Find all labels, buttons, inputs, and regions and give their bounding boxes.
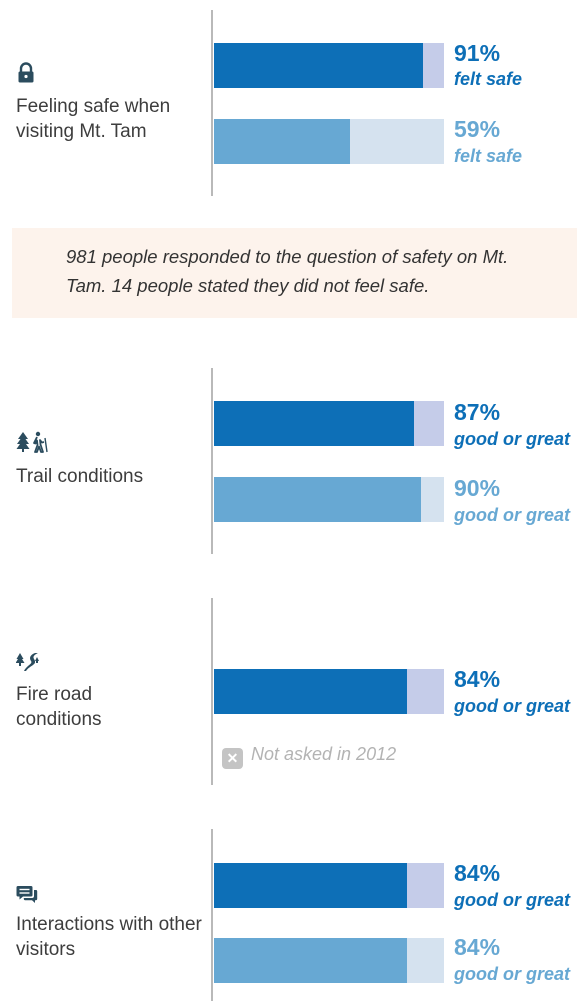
bar-track	[214, 863, 444, 908]
bar-percent-label: 84%	[454, 666, 501, 692]
axis-line	[211, 829, 213, 1001]
safety-note: 981 people responded to the question of …	[12, 228, 577, 318]
bar-previous	[214, 938, 407, 983]
hiker-tree-icon	[16, 431, 50, 453]
bar-percent-label: 84%	[454, 860, 501, 886]
bar-previous	[214, 477, 421, 522]
not-asked-text: Not asked in 2012	[251, 744, 397, 764]
bar-current	[214, 401, 414, 446]
axis-line	[211, 10, 213, 196]
bar-current	[214, 669, 407, 714]
category-label: Trail conditions	[16, 466, 144, 487]
category-label: Interactions with other visitors	[16, 914, 202, 960]
bar-percent-label: 90%	[454, 475, 501, 501]
bar-track	[214, 401, 444, 446]
bar-desc-label: good or great	[454, 890, 570, 910]
note-text: 981 people responded to the question of …	[66, 246, 509, 296]
bar-current	[214, 43, 423, 88]
lock-icon	[16, 62, 36, 84]
bar-track	[214, 477, 444, 522]
axis-line	[211, 368, 213, 554]
bar-track	[214, 669, 444, 714]
x-box-icon: ✕	[222, 748, 243, 769]
bar-desc-label: good or great	[454, 429, 570, 449]
bar-track	[214, 119, 444, 164]
bar-percent-label: 84%	[454, 934, 501, 960]
bar-percent-label: 87%	[454, 399, 501, 425]
not-asked-notice: ✕ Not asked in 2012	[222, 742, 396, 769]
bar-desc-label: felt safe	[454, 69, 523, 89]
bar-percent-label: 91%	[454, 40, 501, 66]
bar-percent-label: 59%	[454, 116, 501, 142]
fire-road-icon	[16, 651, 42, 673]
bar-desc-label: felt safe	[454, 146, 523, 166]
category-label: Feeling safe when visiting Mt. Tam	[16, 96, 171, 142]
bar-desc-label: good or great	[454, 696, 570, 716]
bar-track	[214, 938, 444, 983]
axis-line	[211, 598, 213, 785]
bar-track	[214, 43, 444, 88]
chat-bubbles-icon	[16, 884, 38, 906]
bar-desc-label: good or great	[454, 964, 570, 984]
bar-current	[214, 863, 407, 908]
category-label: Fire road conditions	[16, 684, 102, 730]
bar-desc-label: good or great	[454, 505, 570, 525]
bar-previous	[214, 119, 350, 164]
